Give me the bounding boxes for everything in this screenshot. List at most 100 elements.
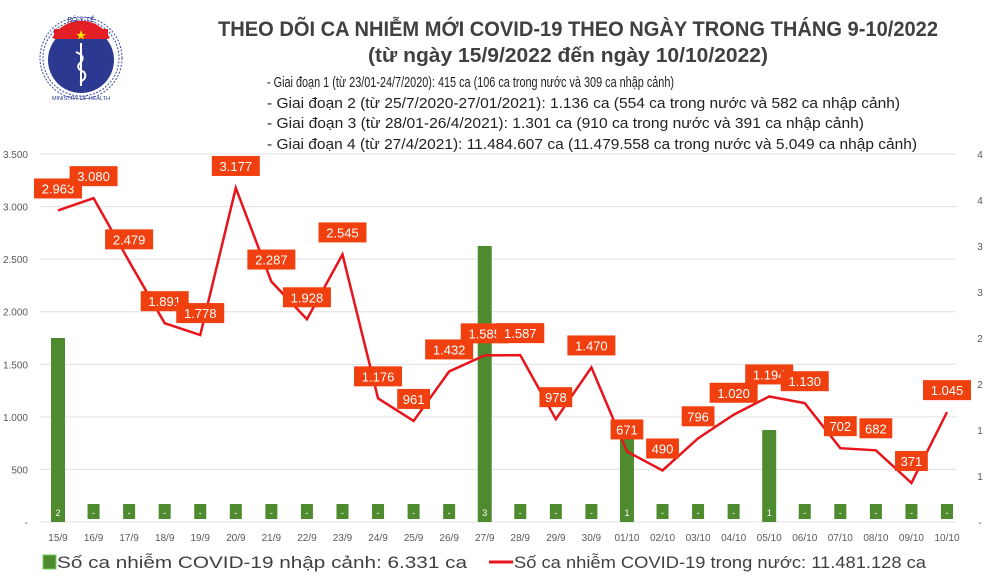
- data-label-text: 1.587: [504, 326, 537, 341]
- bar-data-label: -: [661, 508, 664, 518]
- bar-24/9: [372, 504, 385, 519]
- data-label-box: [69, 166, 118, 187]
- bar-data-label: -: [732, 508, 735, 518]
- bar-03/10: [692, 504, 705, 519]
- data-label-text: 2.963: [42, 181, 75, 196]
- line-data-label-08/10: 682: [859, 418, 893, 439]
- x-tick-label: 22/9: [297, 533, 317, 544]
- y-left-tick-label: 1.500: [3, 360, 28, 371]
- bar-09/10: [905, 504, 918, 519]
- bar-data-label: -: [341, 508, 344, 518]
- line-data-label-10/10: 1.045: [923, 380, 971, 401]
- bar-data-label: -: [874, 508, 877, 518]
- y-right-tick-label: 4: [977, 150, 983, 161]
- y-right-tick-label: 2: [977, 334, 983, 345]
- line-data-label-24/9: 1.176: [354, 366, 403, 387]
- y-left-tick-label: 2.000: [3, 308, 28, 319]
- data-label-box: [354, 366, 403, 387]
- data-label-box: [247, 249, 296, 270]
- legend-label-bar: Số ca nhiễm COVID-19 nhập cảnh: 6.331 ca: [57, 553, 468, 572]
- note-3: - Giai đoạn 3 (từ 28/01-26/4/2021): 1.30…: [267, 115, 864, 132]
- bar-data-label: -: [199, 508, 202, 518]
- data-label-box: [823, 416, 857, 437]
- bar-data-label: -: [270, 508, 273, 518]
- data-label-box: [211, 155, 260, 176]
- line-data-label-17/9: 2.479: [105, 229, 154, 250]
- bar-08/10: [869, 504, 882, 519]
- y-left-tick-label: 1.000: [3, 413, 28, 424]
- data-label-box: [923, 380, 971, 401]
- x-tick-label: 24/9: [368, 533, 388, 544]
- data-label-text: 702: [829, 419, 851, 434]
- line-data-label-04/10: 1.020: [709, 382, 758, 403]
- note-4: - Giai đoạn 4 (từ 27/4/2021): 11.484.607…: [267, 136, 917, 153]
- data-label-box: [105, 229, 154, 250]
- logo: BỘ Y TẾ MINISTRY OF HEALTH: [39, 14, 123, 102]
- x-tick-label: 02/10: [650, 533, 675, 544]
- bar-data-label: -: [92, 508, 95, 518]
- bar-23/9: [336, 504, 349, 519]
- data-label-box: [282, 287, 331, 308]
- y-right-tick-label: -: [978, 518, 981, 529]
- x-tick-label: 21/9: [262, 533, 282, 544]
- y-left-tick-label: 500: [11, 465, 28, 476]
- chart-subtitle: (từ ngày 15/9/2022 đến ngày 10/10/2022): [368, 45, 768, 67]
- line-data-label-16/9: 3.080: [69, 166, 118, 187]
- bar-18/9: [158, 504, 171, 519]
- x-tick-label: 17/9: [119, 533, 139, 544]
- x-tick-label: 29/9: [546, 533, 566, 544]
- bar-04/10: [727, 504, 740, 519]
- data-label-box: [859, 418, 893, 439]
- data-label-box: [318, 222, 367, 243]
- y-left-tick-label: -: [25, 518, 28, 529]
- x-tick-label: 04/10: [721, 533, 746, 544]
- x-tick-label: 15/9: [48, 533, 68, 544]
- x-tick-label: 16/9: [84, 533, 104, 544]
- x-tick-label: 28/9: [511, 533, 531, 544]
- bar-16/9: [87, 504, 100, 519]
- data-label-text: 3.080: [77, 169, 110, 184]
- data-label-text: 3.177: [220, 159, 253, 174]
- data-label-text: 671: [616, 422, 638, 437]
- bar-data-label: 3: [482, 508, 487, 518]
- data-label-text: 1.432: [433, 342, 466, 357]
- bar-data-label: -: [234, 508, 237, 518]
- line-data-label-07/10: 702: [823, 416, 857, 437]
- bar-20/9: [229, 504, 242, 519]
- bar-21/9: [265, 504, 278, 519]
- bar-10/10: [941, 504, 953, 519]
- bar-22/9: [300, 504, 313, 519]
- bar-data-label: -: [839, 508, 842, 518]
- line-data-label-09/10: 371: [895, 450, 928, 471]
- x-tick-label: 09/10: [899, 533, 924, 544]
- data-label-text: 1.045: [931, 383, 964, 398]
- data-label-box: [539, 387, 573, 408]
- note-2: - Giai đoạn 2 (từ 25/7/2020-27/01/2021):…: [267, 95, 900, 112]
- y-right-tick-label: 2: [977, 380, 983, 391]
- bar-data-label: -: [519, 508, 522, 518]
- data-label-text: 1.585: [468, 326, 501, 341]
- y-left-tick-label: 2.500: [3, 255, 28, 266]
- legend-label-line: Số ca nhiễm COVID-19 trong nước: 11.481.…: [514, 553, 927, 572]
- data-label-text: 796: [687, 409, 709, 424]
- bar-data-label: 1: [767, 508, 772, 518]
- data-label-text: 1.194: [753, 367, 786, 382]
- note-1: - Giai đoạn 1 (từ 23/01-24/7/2020): 415 …: [267, 74, 674, 91]
- bar-05/10: [762, 430, 777, 522]
- bar-data-label: -: [163, 508, 166, 518]
- bar-data-label: -: [590, 508, 593, 518]
- bar-02/10: [656, 504, 669, 519]
- data-label-text: 490: [652, 441, 674, 456]
- bar-data-label: -: [554, 508, 557, 518]
- line-data-label-21/9: 2.287: [247, 249, 296, 270]
- line-data-label-20/9: 3.177: [211, 155, 260, 176]
- data-label-box: [895, 450, 928, 471]
- data-label-box: [176, 303, 225, 324]
- x-tick-label: 03/10: [686, 533, 711, 544]
- y-right-tick-label: 4: [977, 196, 983, 207]
- y-left-tick-label: 3.500: [3, 150, 28, 161]
- data-label-box: [681, 406, 715, 427]
- bar-data-label: -: [697, 508, 700, 518]
- line-data-label-29/9: 978: [539, 387, 573, 408]
- bar-data-label: -: [412, 508, 415, 518]
